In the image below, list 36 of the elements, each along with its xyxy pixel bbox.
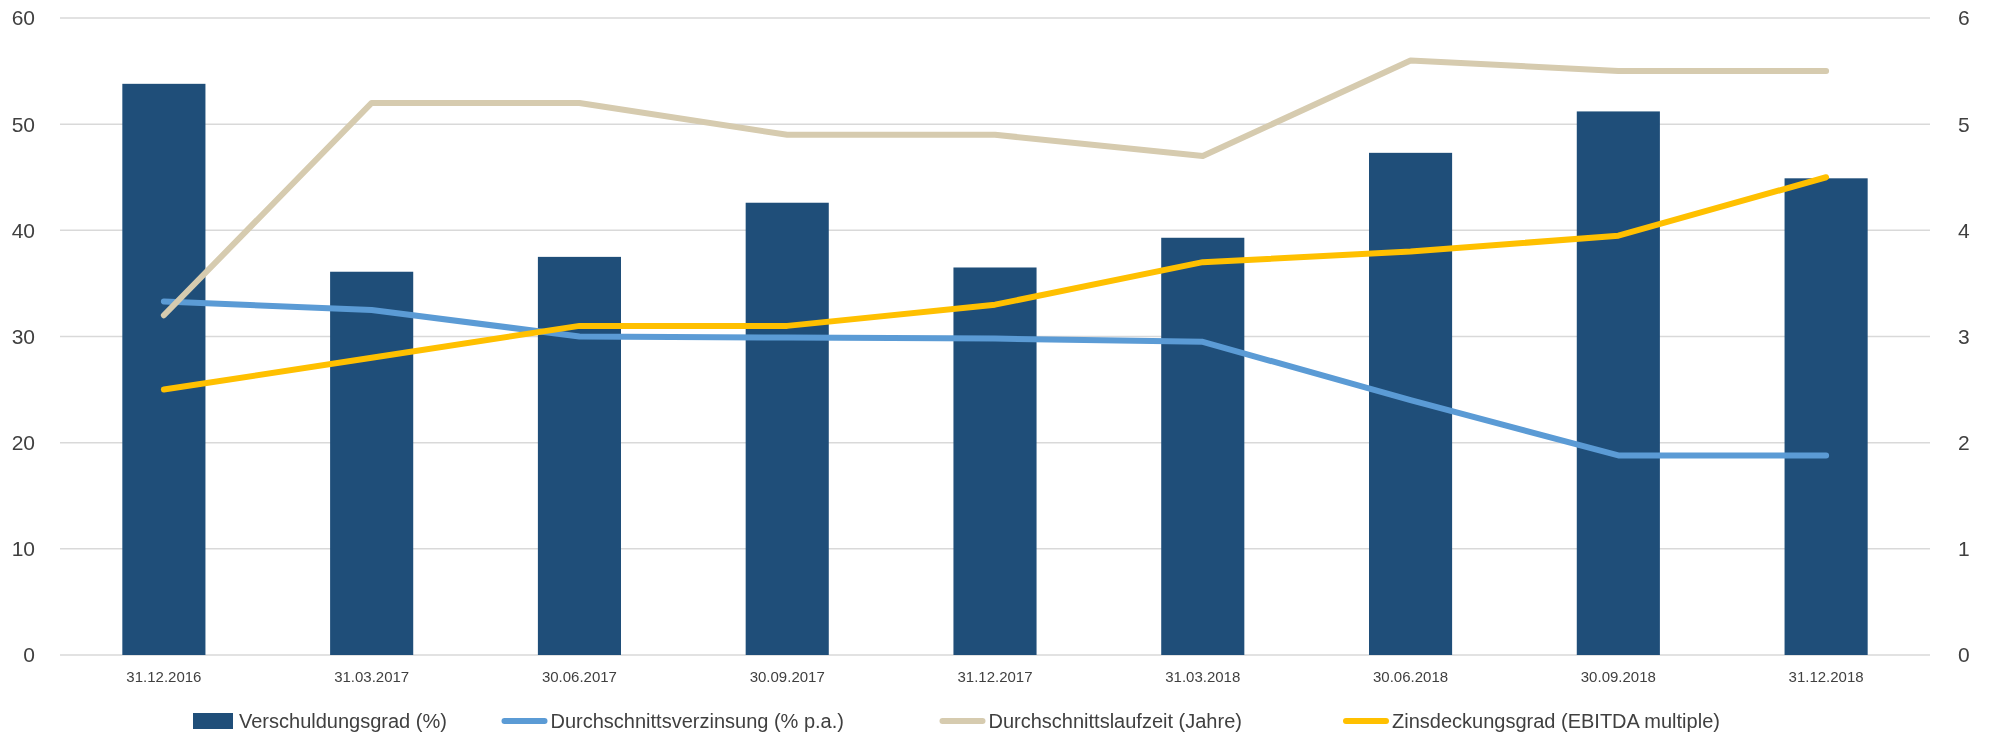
legend-label: Durchschnittslaufzeit (Jahre) [988,710,1242,732]
bar [745,202,829,655]
y2-tick-label: 2 [1958,431,1970,455]
x-tick-label: 31.03.2018 [1165,668,1241,686]
bar [1576,111,1660,655]
y-tick-label: 20 [11,431,35,455]
bar [1784,178,1868,655]
y-tick-label: 30 [11,324,35,348]
x-tick-label: 30.06.2017 [541,668,617,686]
x-tick-label: 31.12.2018 [1788,668,1864,686]
y2-tick-label: 5 [1958,112,1970,136]
bar [122,83,206,655]
y-tick-label: 40 [11,218,35,242]
x-tick-label: 30.09.2018 [1580,668,1656,686]
bar [1161,237,1245,655]
x-tick-label: 30.09.2017 [749,668,825,686]
bar [330,271,414,655]
x-tick-label: 31.12.2016 [126,668,202,686]
y2-tick-label: 4 [1958,218,1970,242]
legend-label: Verschuldungsgrad (%) [239,710,447,732]
bar [953,267,1037,655]
x-tick-label: 30.06.2018 [1373,668,1449,686]
bar [1369,152,1453,655]
y2-tick-label: 3 [1958,324,1970,348]
y-tick-label: 10 [11,537,35,561]
y-tick-label: 60 [11,6,35,30]
legend-label: Zinsdeckungsgrad (EBITDA multiple) [1392,710,1720,732]
x-tick-label: 31.12.2017 [957,668,1033,686]
bar [537,256,621,655]
y2-tick-label: 0 [1958,643,1970,667]
legend-label: Durchschnittsverzinsung (% p.a.) [550,710,844,732]
y2-tick-label: 6 [1958,6,1970,30]
y-tick-label: 50 [11,112,35,136]
x-tick-label: 31.03.2017 [334,668,410,686]
y2-tick-label: 1 [1958,537,1970,561]
y-tick-label: 0 [23,643,35,667]
